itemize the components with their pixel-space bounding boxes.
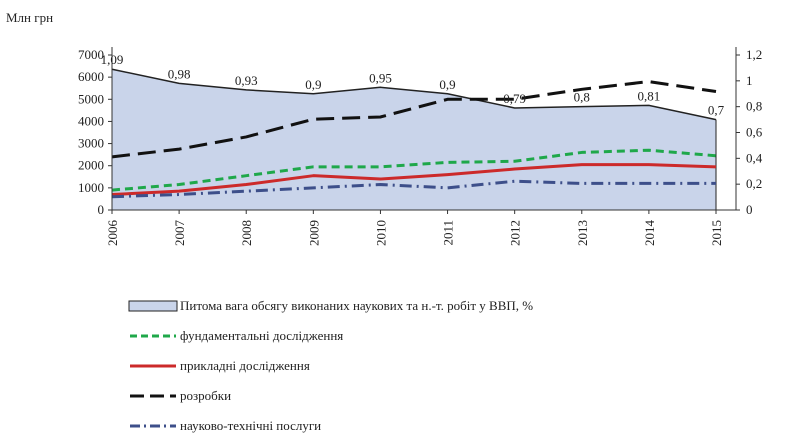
area-specific-weight (112, 69, 716, 210)
legend-label-fundamental: фундаментальні дослідження (180, 328, 344, 343)
y-axis-unit-label: Млн грн (6, 10, 53, 25)
legend-item-development: розробки (128, 381, 533, 411)
area-data-label: 0,93 (235, 73, 258, 88)
area-data-label: 0,9 (439, 77, 455, 92)
x-tick-label: 2012 (508, 220, 523, 246)
legend-item-applied: прикладні дослідження (128, 351, 533, 381)
area-data-label: 1,09 (101, 52, 124, 67)
legend: Питома вага обсягу виконаних наукових та… (128, 291, 533, 441)
y-left-tick-label: 3000 (78, 136, 104, 151)
y-right-tick-label: 0,2 (746, 176, 762, 191)
y-right-tick-label: 0,6 (746, 125, 763, 140)
y-right-tick-label: 1 (746, 73, 753, 88)
x-tick-label: 2014 (642, 220, 657, 247)
y-right-tick-label: 1,2 (746, 47, 762, 62)
area-data-label: 0,8 (574, 90, 590, 105)
y-left-tick-label: 4000 (78, 113, 104, 128)
x-tick-label: 2010 (373, 220, 388, 246)
legend-swatch-development (128, 388, 178, 404)
area-data-label: 0,9 (305, 77, 321, 92)
legend-swatch-applied (128, 358, 178, 374)
y-left-tick-label: 0 (98, 202, 105, 217)
y-left-tick-label: 2000 (78, 158, 104, 173)
legend-swatch-area (128, 298, 178, 314)
area-data-label: 0,7 (708, 103, 725, 118)
area-outline (111, 68, 717, 121)
legend-item-services: науково-технічні послуги (128, 411, 533, 441)
legend-swatch-fundamental (128, 328, 178, 344)
x-tick-label: 2007 (172, 220, 187, 247)
y-right-tick-label: 0,8 (746, 99, 762, 114)
legend-swatch-services (128, 418, 178, 434)
y-right-tick-label: 0 (746, 202, 753, 217)
x-tick-label: 2015 (709, 220, 724, 246)
area-data-label: 0,79 (503, 91, 526, 106)
series-line-2 (111, 80, 717, 159)
x-tick-label: 2009 (306, 220, 321, 246)
legend-label-development: розробки (180, 388, 232, 403)
y-left-tick-label: 1000 (78, 180, 104, 195)
legend-label-services: науково-технічні послуги (180, 418, 322, 433)
legend-item-area: Питома вага обсягу виконаних наукових та… (128, 291, 533, 321)
area-data-label: 0,81 (638, 88, 661, 103)
x-tick-label: 2006 (105, 220, 120, 247)
x-tick-label: 2013 (575, 220, 590, 246)
legend-item-fundamental: фундаментальні дослідження (128, 321, 533, 351)
y-left-tick-label: 5000 (78, 91, 104, 106)
area-data-label: 0,98 (168, 66, 191, 81)
y-left-tick-label: 6000 (78, 69, 104, 84)
y-right-tick-label: 0,4 (746, 150, 763, 165)
x-tick-label: 2008 (239, 220, 254, 246)
series-line-1 (111, 163, 717, 196)
legend-label-area: Питома вага обсягу виконаних наукових та… (180, 298, 534, 313)
series-line-0 (111, 148, 717, 192)
series-line-3 (111, 179, 716, 199)
x-tick-label: 2011 (441, 220, 456, 246)
y-left-tick-label: 7000 (78, 47, 104, 62)
area-data-label: 0,95 (369, 70, 392, 85)
legend-label-applied: прикладні дослідження (180, 358, 310, 373)
